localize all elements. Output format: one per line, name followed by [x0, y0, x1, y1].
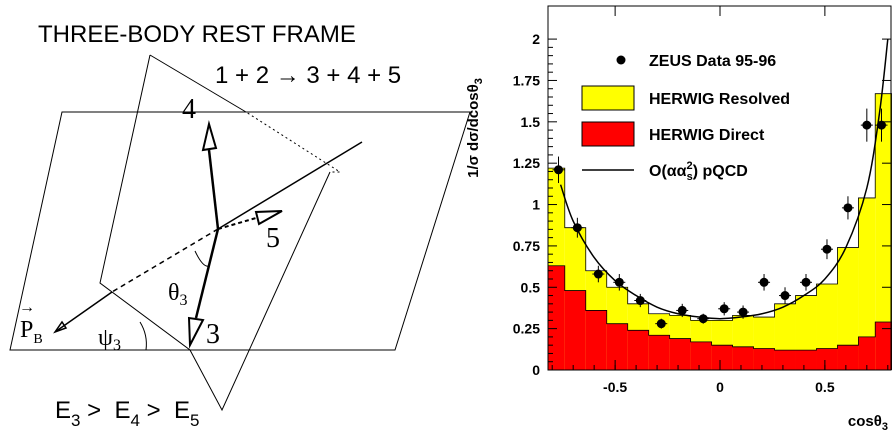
- herwig-direct-outline: [547, 265, 892, 370]
- chart: 0 0.25 0.5 0.75 1 1.25 1.5 1.75 2 -0.5 0 0.5 1/σ dσ…: [465, 5, 892, 433]
- beam-axis-hidden: [111, 228, 219, 293]
- herwig-direct-bin: [627, 330, 649, 370]
- legend-label-pqcd: O(αα2 s) pQCD: [649, 160, 748, 183]
- y-tick-label: 0.75: [513, 238, 540, 254]
- psi-arc: [139, 321, 147, 351]
- axis-ticks: 0 0.25 0.5 0.75 1 1.25 1.5 1.75 2 -0.5 0 0.5: [513, 6, 891, 395]
- data-point: [822, 244, 832, 254]
- series-zeus-data: [552, 108, 888, 329]
- data-point: [801, 277, 811, 287]
- data-point: [614, 277, 624, 287]
- diagram-title: THREE-BODY REST FRAME: [38, 21, 356, 48]
- decay-plane: [99, 54, 331, 412]
- legend-label-zeus: ZEUS Data 95-96: [649, 53, 776, 70]
- decay-plane-edge: [149, 54, 247, 113]
- herwig-direct-bin: [585, 310, 607, 370]
- data-point: [862, 120, 872, 130]
- particle-4-arrowhead: [201, 120, 218, 152]
- data-point: [677, 305, 687, 315]
- data-point: [759, 277, 769, 287]
- data-point: [553, 165, 563, 175]
- beam-label: PB: [20, 317, 43, 347]
- herwig-direct-bin: [711, 345, 733, 370]
- beam-axis: [217, 141, 363, 230]
- data-point: [877, 120, 887, 130]
- beam-arrowhead: [53, 320, 68, 334]
- herwig-direct-bin: [816, 348, 838, 370]
- y-tick-label: 1.75: [513, 72, 540, 88]
- data-point: [738, 307, 748, 317]
- x-tick-label: 0.5: [815, 379, 835, 395]
- data-point: [572, 223, 582, 233]
- herwig-direct-bin: [548, 265, 565, 370]
- particle-3-track: [194, 228, 220, 319]
- production-plane: [9, 111, 471, 351]
- legend-data-marker: [616, 55, 626, 65]
- y-tick-label: 0.5: [521, 279, 541, 295]
- x-axis-label: cosθ3: [848, 413, 888, 433]
- energy-ordering: E3 > E4 > E5: [55, 397, 200, 430]
- herwig-direct-bin: [606, 323, 628, 370]
- particle-4-track: [207, 149, 220, 230]
- herwig-direct-bin: [732, 346, 754, 370]
- beam-vector-mark: →: [19, 299, 35, 316]
- data-point: [593, 269, 603, 279]
- herwig-direct-bin: [858, 336, 876, 370]
- herwig-direct-bin: [669, 338, 691, 370]
- x-tick-label: 0: [716, 379, 724, 395]
- y-tick-label: 1.5: [521, 114, 541, 130]
- series-pqcd-curve: [559, 39, 889, 320]
- y-tick-label: 0: [532, 362, 540, 378]
- data-point: [635, 296, 645, 306]
- theta-label: θ3: [168, 280, 188, 309]
- legend-swatch-resolved: [581, 85, 635, 111]
- particle-5-label: 5: [266, 223, 280, 254]
- y-axis-label: 1/σ dσ/dcosθ3: [465, 78, 485, 178]
- pqcd-curve-line: [559, 39, 889, 320]
- data-point: [719, 304, 729, 314]
- herwig-direct-bin: [753, 348, 775, 370]
- theta-arc: [194, 250, 210, 267]
- herwig-direct-bin: [837, 345, 859, 370]
- particle-5-track: [217, 217, 257, 230]
- particle-4-label: 4: [182, 94, 196, 125]
- y-tick-label: 1: [532, 197, 540, 213]
- herwig-resolved-bin: [837, 247, 859, 370]
- three-body-diagram: THREE-BODY REST FRAME 1 + 2 → 3 + 4 + 5 …: [9, 21, 471, 430]
- series-herwig-direct: [547, 265, 892, 370]
- data-point: [843, 203, 853, 213]
- y-tick-label: 2: [532, 31, 540, 47]
- herwig-direct-bin: [690, 341, 712, 370]
- herwig-resolved-bin: [858, 197, 876, 370]
- reaction-label: 1 + 2 → 3 + 4 + 5: [215, 62, 401, 89]
- legend-swatch-direct: [581, 121, 635, 147]
- psi-label: ψ3: [98, 325, 121, 354]
- herwig-direct-bin: [795, 350, 817, 370]
- herwig-direct-bin: [648, 335, 670, 370]
- y-tick-label: 0.25: [513, 321, 540, 337]
- particle-3-arrowhead: [187, 316, 205, 349]
- herwig-direct-bin: [564, 290, 586, 370]
- herwig-direct-bin: [774, 350, 796, 370]
- x-tick-label: -0.5: [603, 379, 627, 395]
- particle-5-arrowhead: [254, 210, 283, 226]
- particle-3-label: 3: [206, 319, 220, 350]
- data-point: [698, 314, 708, 324]
- herwig-direct-bin: [875, 322, 892, 370]
- data-point: [780, 291, 790, 301]
- data-point: [656, 319, 666, 329]
- legend: ZEUS Data 95-96 HERWIG Resolved HERWIG D…: [581, 53, 790, 183]
- legend-label-resolved: HERWIG Resolved: [649, 91, 790, 108]
- y-tick-label: 1.25: [513, 155, 540, 171]
- decay-plane-hidden-edge: [143, 111, 342, 173]
- legend-label-direct: HERWIG Direct: [649, 127, 765, 144]
